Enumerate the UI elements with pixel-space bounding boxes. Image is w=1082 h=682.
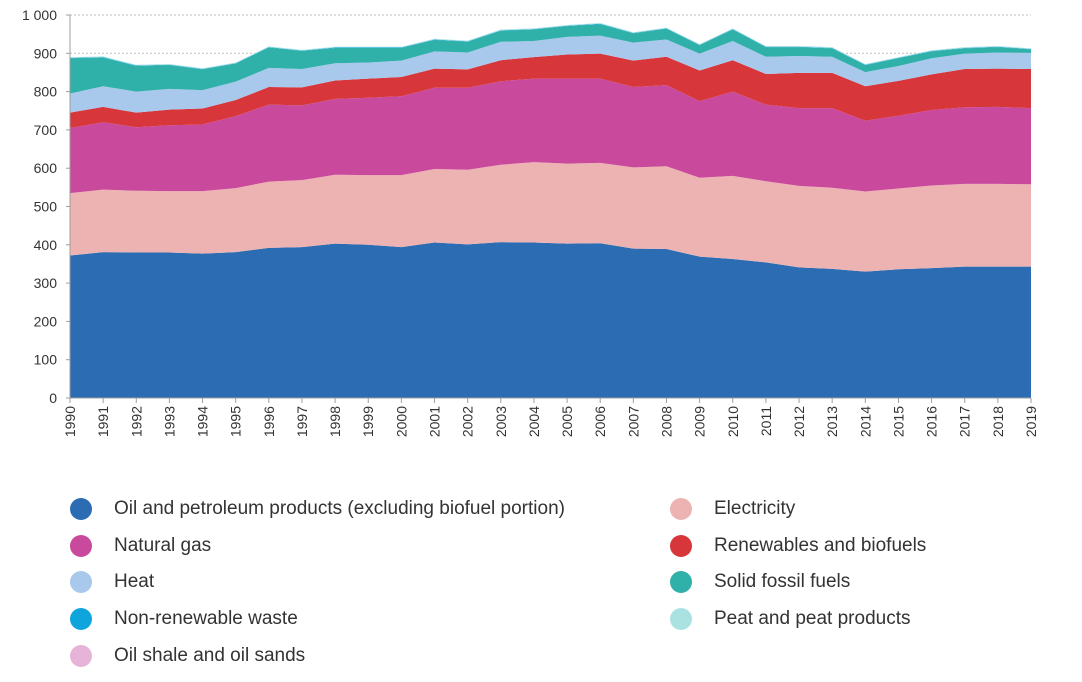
axes bbox=[66, 14, 1032, 403]
x-tick-label: 2003 bbox=[493, 406, 509, 437]
x-tick-label: 2016 bbox=[924, 406, 940, 437]
area-solid-fossil-fuels bbox=[70, 24, 1031, 94]
legend-label-oil-shale: Oil shale and oil sands bbox=[114, 645, 306, 666]
legend-label-non-renewable-waste: Non-renewable waste bbox=[114, 608, 298, 629]
y-tick-label: 100 bbox=[34, 352, 58, 368]
x-tick-label: 1994 bbox=[195, 406, 211, 437]
legend-swatch-peat bbox=[670, 608, 692, 630]
x-tick-label: 2018 bbox=[990, 406, 1006, 437]
legend-item-non-renewable-waste: Non-renewable waste bbox=[70, 606, 298, 632]
legend-swatch-oil bbox=[70, 498, 92, 520]
x-tick-label: 1995 bbox=[228, 406, 244, 437]
x-tick-label: 2013 bbox=[824, 406, 840, 437]
x-tick-label: 2005 bbox=[559, 406, 575, 437]
y-tick-label: 600 bbox=[34, 160, 58, 176]
x-tick-label: 2006 bbox=[592, 406, 608, 437]
x-tick-label: 1990 bbox=[62, 406, 78, 437]
x-tick-label: 2004 bbox=[526, 406, 542, 437]
x-tick-label: 2010 bbox=[725, 406, 741, 437]
x-tick-label: 1999 bbox=[360, 406, 376, 437]
legend-swatch-electricity bbox=[670, 498, 692, 520]
x-tick-label: 2001 bbox=[427, 406, 443, 437]
legend: Oil and petroleum products (excluding bi… bbox=[0, 488, 1082, 678]
y-tick-label: 700 bbox=[34, 122, 58, 138]
legend-item-peat: Peat and peat products bbox=[670, 606, 910, 632]
y-tick-label: 800 bbox=[34, 84, 58, 100]
area-renewables-and-biofuels bbox=[70, 53, 1031, 128]
legend-item-renewables: Renewables and biofuels bbox=[670, 533, 926, 559]
x-tick-label: 1991 bbox=[95, 406, 111, 437]
area-electricity bbox=[70, 162, 1031, 272]
x-tick-label: 2012 bbox=[791, 406, 807, 437]
x-tick-label: 1993 bbox=[161, 406, 177, 437]
x-tick-label: 2008 bbox=[658, 406, 674, 437]
x-tick-label: 1996 bbox=[261, 406, 277, 437]
y-tick-label: 300 bbox=[34, 275, 58, 291]
area-series bbox=[70, 23, 1031, 398]
legend-item-solid-fossil: Solid fossil fuels bbox=[670, 569, 850, 595]
area-heat bbox=[70, 35, 1031, 113]
legend-label-natural-gas: Natural gas bbox=[114, 535, 212, 556]
x-tick-label: 1992 bbox=[128, 406, 144, 437]
legend-item-heat: Heat bbox=[70, 569, 154, 595]
y-tick-label: 900 bbox=[34, 45, 58, 61]
y-tick-label: 0 bbox=[49, 390, 57, 406]
area-oil-and-petroleum-products-excluding-biofuel-portion bbox=[70, 242, 1031, 398]
x-tick-labels: 1990 1991 1992 1993 1994 1995 1996 1997 1998 1999… bbox=[62, 406, 1039, 437]
legend-swatch-non-renewable-waste bbox=[70, 608, 92, 630]
x-tick-label: 2011 bbox=[758, 406, 774, 436]
legend-item-electricity: Electricity bbox=[670, 496, 795, 522]
x-tick-label: 2019 bbox=[1023, 406, 1039, 437]
legend-label-peat: Peat and peat products bbox=[714, 608, 911, 629]
y-tick-labels: 0 100 200 300 400 500 600 700 800 900 1 000 bbox=[22, 7, 57, 406]
legend-swatch-oil-shale bbox=[70, 645, 92, 667]
y-tick-label: 1 000 bbox=[22, 7, 57, 23]
x-tick-label: 1997 bbox=[294, 406, 310, 437]
y-tick-label: 200 bbox=[34, 313, 58, 329]
y-tick-label: 400 bbox=[34, 237, 58, 253]
legend-label-heat: Heat bbox=[114, 571, 155, 592]
x-tick-label: 2017 bbox=[957, 406, 973, 437]
legend-swatch-renewables bbox=[670, 535, 692, 557]
area-natural-gas bbox=[70, 78, 1031, 194]
legend-item-oil: Oil and petroleum products (excluding bi… bbox=[70, 496, 565, 522]
x-tick-label: 2015 bbox=[890, 406, 906, 437]
x-tick-label: 2000 bbox=[393, 406, 409, 437]
legend-swatch-natural-gas bbox=[70, 535, 92, 557]
legend-label-electricity: Electricity bbox=[714, 498, 796, 519]
area-peat-and-peat-products bbox=[70, 23, 1031, 69]
legend-label-renewables: Renewables and biofuels bbox=[714, 535, 927, 556]
x-tick-label: 2002 bbox=[460, 406, 476, 437]
y-tick-label: 500 bbox=[34, 199, 58, 215]
x-tick-label: 2007 bbox=[625, 406, 641, 437]
legend-swatch-solid-fossil bbox=[670, 571, 692, 593]
legend-swatch-heat bbox=[70, 571, 92, 593]
legend-label-solid-fossil: Solid fossil fuels bbox=[714, 571, 851, 592]
x-tick-label: 2009 bbox=[692, 406, 708, 437]
x-tick-label: 1998 bbox=[327, 406, 343, 437]
legend-item-natural-gas: Natural gas bbox=[70, 533, 211, 559]
legend-label-oil: Oil and petroleum products (excluding bi… bbox=[114, 498, 565, 519]
legend-item-oil-shale: Oil shale and oil sands bbox=[70, 643, 305, 669]
x-tick-label: 2014 bbox=[857, 406, 873, 437]
